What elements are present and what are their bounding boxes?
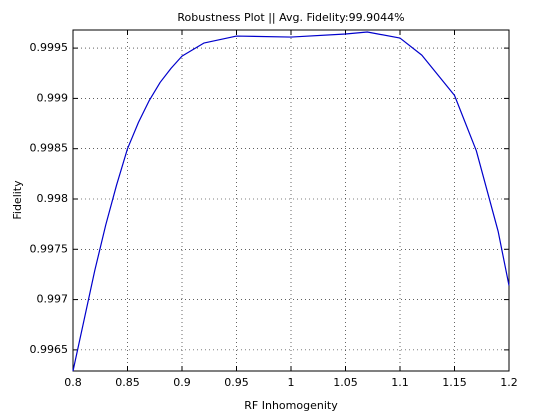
x-tick-label: 1 [288,376,295,389]
plot-frame [72,29,510,372]
data-line [72,31,510,372]
x-tick-label: 0.9 [173,376,191,389]
x-tick-label: 0.85 [115,376,140,389]
y-tick-label: 0.999 [37,91,69,104]
x-axis-label: RF Inhomogenity [244,399,338,412]
x-tick-label: 1.15 [442,376,467,389]
y-tick-label: 0.997 [37,293,69,306]
y-tick-label: 0.9985 [30,142,69,155]
x-tick-label: 1.1 [391,376,409,389]
y-axis-label: Fidelity [11,180,24,220]
y-tick-label: 0.998 [37,192,69,205]
y-tick-label: 0.9975 [30,242,69,255]
x-tick-label: 1.2 [500,376,518,389]
x-tick-label: 1.05 [333,376,358,389]
y-tick-label: 0.9965 [30,343,69,356]
chart-title: Robustness Plot || Avg. Fidelity:99.9044… [177,11,404,24]
x-tick-label: 0.8 [64,376,82,389]
y-tick-label: 0.9995 [30,41,69,54]
x-tick-label: 0.95 [224,376,249,389]
